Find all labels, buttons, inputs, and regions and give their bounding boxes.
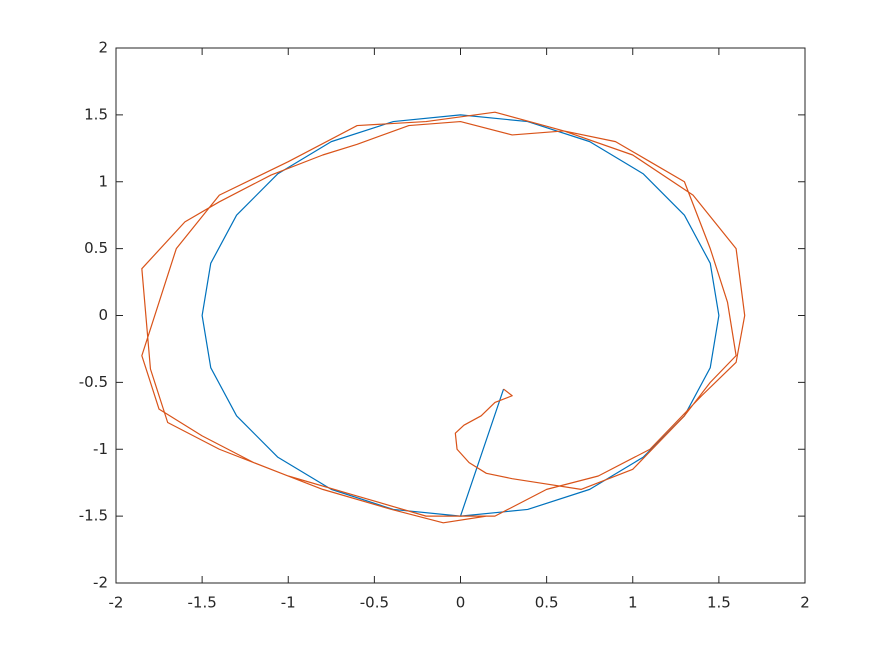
plot-area (115, 47, 806, 584)
x-tick-label: -1 (281, 594, 296, 612)
x-tick-label: -0.5 (360, 594, 389, 612)
x-tick-label: 0.5 (535, 594, 559, 612)
data-line (141, 111, 746, 524)
x-tick-label: 0 (456, 594, 466, 612)
x-tick-label: 1.5 (707, 594, 731, 612)
x-tick-label: -2 (109, 594, 124, 612)
y-tick-label: 2 (98, 39, 108, 57)
x-tick-label: 2 (800, 594, 810, 612)
y-tick-label: -1.5 (79, 507, 108, 525)
y-tick-label: -2 (93, 574, 108, 592)
x-tick-label: -1.5 (187, 594, 216, 612)
y-tick-label: -1 (93, 440, 108, 458)
y-tick-label: 1.5 (84, 105, 108, 123)
y-tick-label: -0.5 (79, 373, 108, 391)
y-tick-label: 0.5 (84, 239, 108, 257)
x-tick-label: 1 (628, 594, 638, 612)
y-tick-label: 1 (98, 172, 108, 190)
data-line (201, 114, 720, 517)
y-tick-label: 0 (98, 306, 108, 324)
